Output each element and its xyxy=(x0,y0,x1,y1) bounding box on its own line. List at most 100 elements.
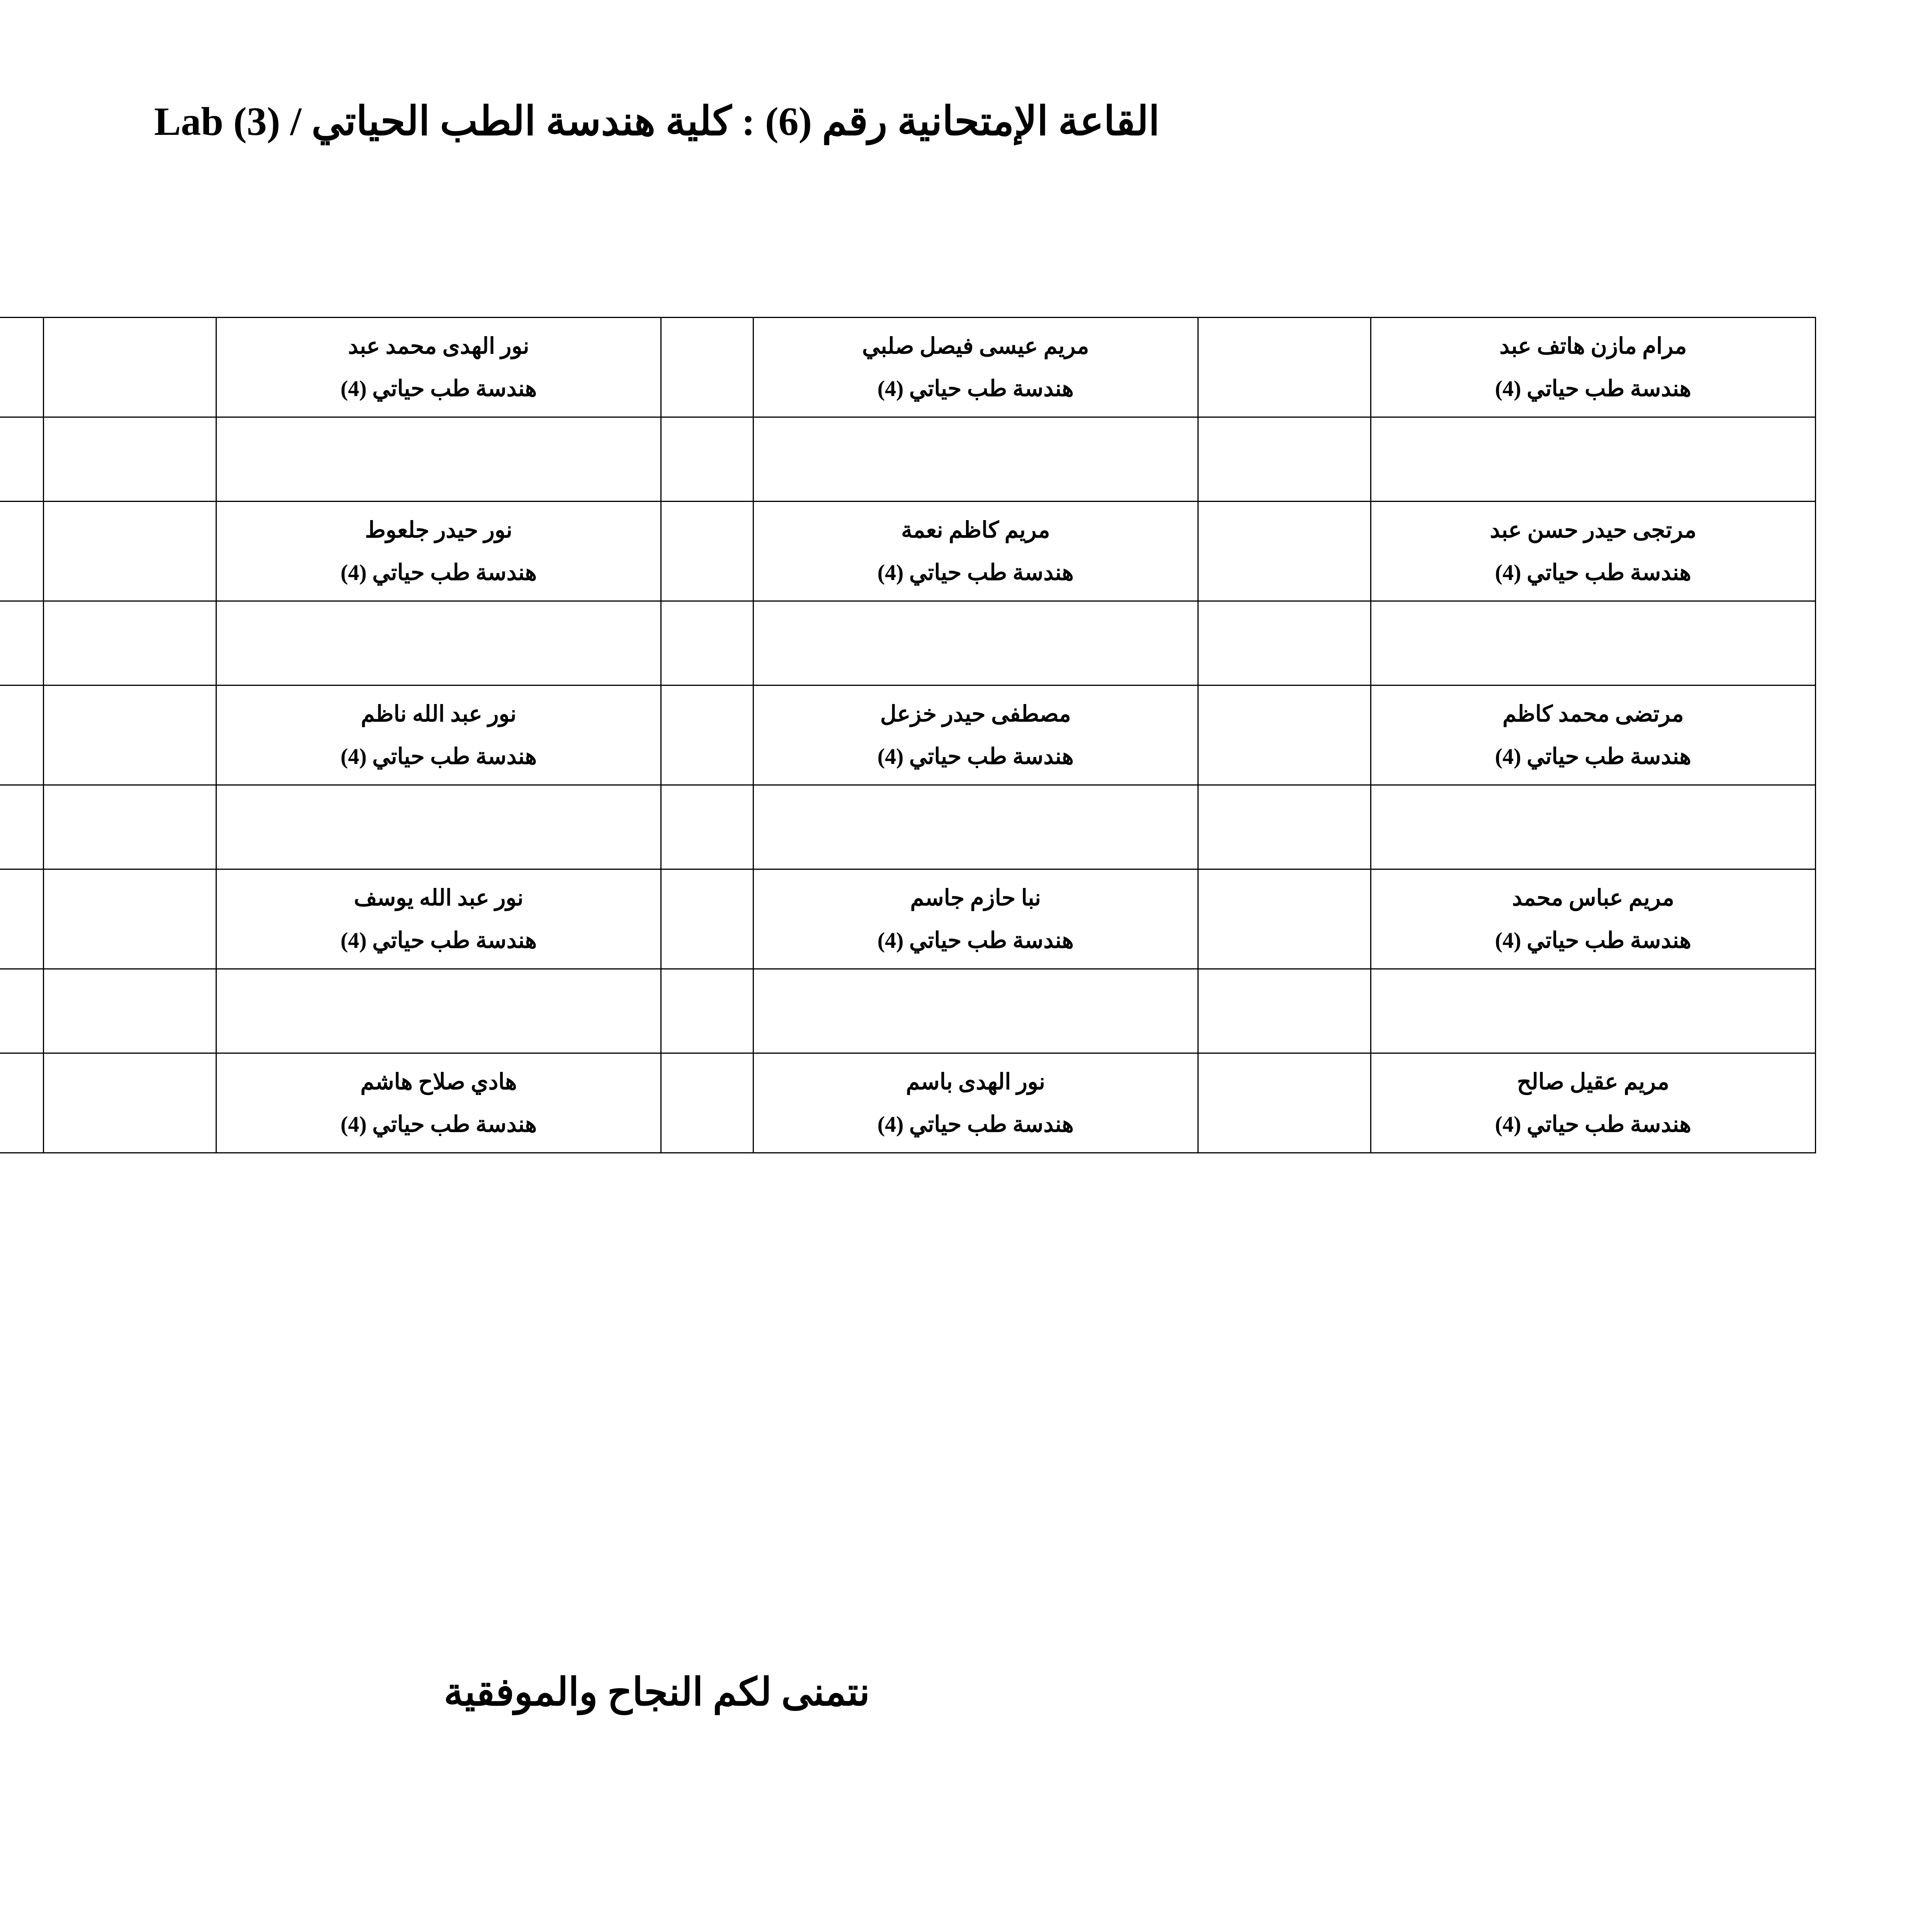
seat-cell: هادي صلاح هاشم هندسة طب حياتي (4) xyxy=(216,1053,662,1153)
seat-cell-content xyxy=(44,441,216,478)
seat-cell-content xyxy=(44,809,216,846)
seat-cell xyxy=(0,417,44,502)
seating-table-body: مرام مازن هاتف عبد هندسة طب حياتي (4) مريم… xyxy=(0,317,1816,1153)
seat-cell-content xyxy=(0,441,43,478)
student-name: مريم كاظم نعمة xyxy=(901,517,1050,543)
aisle-cell xyxy=(1197,501,1372,602)
seat-cell-content xyxy=(1199,625,1370,662)
seat-cell-content: مريم عيسى فيصل صلبي هندسة طب حياتي (4) xyxy=(754,328,1197,407)
student-department: هندسة طب حياتي (4) xyxy=(340,560,537,585)
seat-cell-content xyxy=(754,809,1197,846)
aisle-cell xyxy=(660,968,754,1054)
seat-cell-content: نور الهدى محمد عبد هندسة طب حياتي (4) xyxy=(217,328,660,407)
seat-cell-content: نبا حازم جاسم هندسة طب حياتي (4) xyxy=(754,880,1197,959)
seat-cell-content xyxy=(1199,1085,1370,1122)
seat-cell: مريم كاظم نعمة هندسة طب حياتي (4) xyxy=(752,501,1199,602)
footer-note: نتمنى لكم النجاح والموفقية xyxy=(444,1671,870,1714)
student-name: نور الهدى محمد عبد xyxy=(348,333,529,359)
seat-cell-content: ورود عبد الحسين ابريهيهندسة طب حياتي (4) xyxy=(0,512,43,591)
seat-cell: نبا حازم جاسم هندسة طب حياتي (4) xyxy=(752,869,1199,969)
seat-cell xyxy=(216,968,662,1054)
student-name: نور الهدى باسم xyxy=(906,1069,1046,1094)
seat-cell-content: مرتضى محمد كاظم هندسة طب حياتي (4) xyxy=(1371,696,1815,775)
seat-cell-content xyxy=(1371,993,1815,1030)
seat-cell xyxy=(0,600,44,686)
student-name: نور حيدر جلعوط xyxy=(365,517,513,543)
table-row: مرتضى محمد كاظم هندسة طب حياتي (4) مصطفى ح… xyxy=(0,685,1816,786)
student-name: نبا حازم جاسم xyxy=(910,885,1041,910)
seat-cell: وصفي نزار رشيدهندسة طب حياتي (4) xyxy=(0,685,44,786)
seat-cell-content xyxy=(1199,441,1370,478)
seat-cell-content xyxy=(0,625,43,662)
seat-cell xyxy=(216,417,662,502)
student-department: هندسة طب حياتي (4) xyxy=(1495,376,1692,401)
seat-cell: مريم عقيل صالح هندسة طب حياتي (4) xyxy=(1370,1053,1816,1153)
seat-cell-content xyxy=(662,717,753,754)
seat-cell-content xyxy=(217,441,660,478)
seat-cell-content: مصطفى حيدر خزعل هندسة طب حياتي (4) xyxy=(754,696,1197,775)
seat-cell-content: مريم عباس محمد هندسة طب حياتي (4) xyxy=(1371,880,1815,959)
aisle-cell xyxy=(1197,968,1372,1054)
student-name: مرتضى محمد كاظم xyxy=(1502,701,1684,726)
table-row: مريم عقيل صالح هندسة طب حياتي (4) نور الهد… xyxy=(0,1053,1816,1153)
page-title: القاعة الإمتحانية رقم (6) : كلية هندسة ا… xyxy=(154,99,1160,144)
student-department: هندسة طب حياتي (4) xyxy=(340,743,537,769)
seat-cell xyxy=(1370,784,1816,870)
seat-cell-content xyxy=(662,901,753,938)
seat-cell-content: نور حيدر جلعوط هندسة طب حياتي (4) xyxy=(217,512,660,591)
seat-cell xyxy=(216,600,662,686)
seat-cell: نور الهدى محمد عبد هندسة طب حياتي (4) xyxy=(216,317,662,418)
seat-cell: نور الهدى باسم هندسة طب حياتي (4) xyxy=(752,1053,1199,1153)
student-department: هندسة طب حياتي (4) xyxy=(877,743,1074,769)
seat-cell-content xyxy=(1371,441,1815,478)
seat-cell xyxy=(1370,600,1816,686)
table-row: مرتجى حيدر حسن عبد هندسة طب حياتي (4) مريم… xyxy=(0,501,1816,602)
seat-cell-content xyxy=(1199,533,1370,570)
table-row xyxy=(0,600,1816,686)
seat-cell xyxy=(1370,968,1816,1054)
aisle-cell xyxy=(43,869,217,969)
student-name: نور عبد الله ناظم xyxy=(361,701,517,726)
seat-cell-content: هادي صلاح هاشم هندسة طب حياتي (4) xyxy=(217,1064,660,1143)
student-name: مصطفى حيدر خزعل xyxy=(880,701,1071,726)
seat-cell-content xyxy=(662,441,753,478)
seat-cell: مصطفى حيدر خزعل هندسة طب حياتي (4) xyxy=(752,685,1199,786)
table-row: مريم عباس محمد هندسة طب حياتي (4) نبا حازم… xyxy=(0,869,1816,969)
seat-cell-content xyxy=(44,349,216,386)
seat-cell-content: نور عبد الله يوسف هندسة طب حياتي (4) xyxy=(217,880,660,959)
aisle-cell xyxy=(660,501,754,602)
student-department: هندسة طب حياتي (4) xyxy=(340,376,537,401)
seat-cell-content xyxy=(1199,717,1370,754)
student-name: مريم عقيل صالح xyxy=(1517,1069,1670,1094)
seat-cell xyxy=(216,784,662,870)
seat-cell-content xyxy=(0,809,43,846)
seat-cell-content xyxy=(44,533,216,570)
table-row: مرام مازن هاتف عبد هندسة طب حياتي (4) مريم… xyxy=(0,317,1816,418)
aisle-cell xyxy=(660,600,754,686)
student-name: هادي صلاح هاشم xyxy=(360,1069,517,1094)
aisle-cell xyxy=(43,685,217,786)
student-name: مريم عيسى فيصل صلبي xyxy=(862,333,1089,359)
seat-cell xyxy=(752,600,1199,686)
seat-cell-content xyxy=(217,993,660,1030)
seat-cell-content xyxy=(44,717,216,754)
seat-cell: مرتجى حيدر حسن عبد هندسة طب حياتي (4) xyxy=(1370,501,1816,602)
seat-cell xyxy=(0,784,44,870)
seat-cell-content xyxy=(0,1085,43,1122)
seat-cell: مرام مازن هاتف عبد هندسة طب حياتي (4) xyxy=(1370,317,1816,418)
aisle-cell xyxy=(1197,317,1372,418)
seat-cell-content xyxy=(662,993,753,1030)
seat-cell-content xyxy=(662,809,753,846)
seat-cell-content xyxy=(662,625,753,662)
seat-cell: مرتضى محمد كاظم هندسة طب حياتي (4) xyxy=(1370,685,1816,786)
student-department: هندسة طب حياتي (4) xyxy=(1495,1111,1692,1137)
seat-cell xyxy=(0,968,44,1054)
seat-cell-content xyxy=(1199,349,1370,386)
aisle-cell xyxy=(1197,784,1372,870)
seat-cell-content: مريم كاظم نعمة هندسة طب حياتي (4) xyxy=(754,512,1197,591)
aisle-cell xyxy=(43,317,217,418)
seat-cell-content xyxy=(217,809,660,846)
seat-cell: نور عبد الله ناظم هندسة طب حياتي (4) xyxy=(216,685,662,786)
